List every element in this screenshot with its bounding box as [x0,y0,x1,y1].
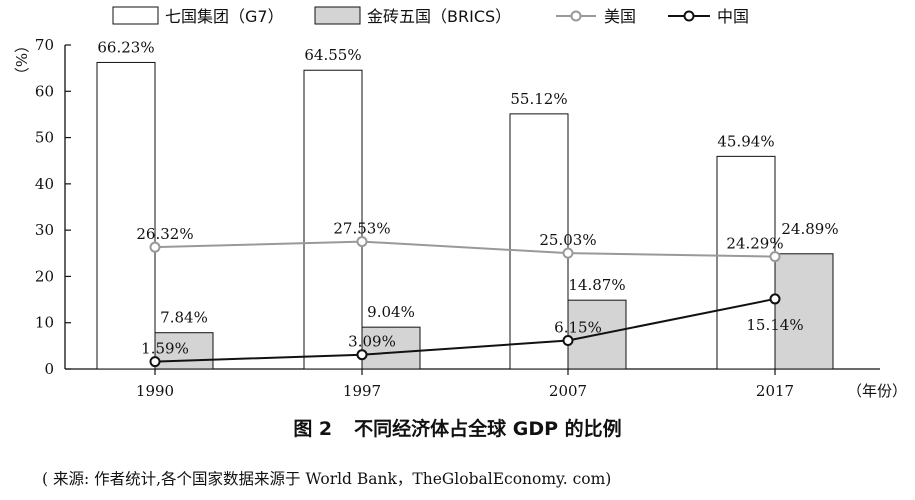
label-brics: 7.84% [160,309,208,327]
y-tick-label: 40 [35,175,54,193]
legend-swatch-brics [314,6,361,25]
y-tick-label: 60 [35,82,54,100]
x-tick-label: 1990 [136,382,174,400]
bar-g7 [303,69,363,370]
legend-label-china: 中国 [717,7,749,26]
bars [96,61,834,370]
y-tick-label: 70 [35,36,54,54]
label-usa: 24.29% [726,235,783,253]
y-axis-label: （%） [12,38,30,82]
legend: 七国集团（G7） 金砖五国（BRICS） 美国 中国 [112,6,749,26]
y-tick-label: 50 [35,129,54,147]
label-g7: 66.23% [97,38,154,56]
legend-label-usa: 美国 [604,7,636,26]
label-usa: 27.53% [333,220,390,238]
x-tick-label: 2007 [549,382,587,400]
legend-label-g7: 七国集团（G7） [165,7,284,26]
point-usa [562,247,574,259]
label-brics: 9.04% [367,303,415,321]
legend-marker-china [683,10,695,22]
point-china [769,293,781,305]
axes: 0 10 20 30 40 50 60 70 （%） 1990 1997 2007 2017 （年份） [12,36,907,400]
label-g7: 64.55% [304,46,361,64]
point-china [356,349,368,361]
point-usa [149,241,161,253]
line-usa [154,240,776,258]
point-china [562,335,574,347]
label-usa: 25.03% [539,231,596,249]
label-usa: 26.32% [136,225,193,243]
x-tick-label: 1997 [343,382,381,400]
legend-marker-usa [570,10,582,22]
y-tick-label: 0 [44,360,54,378]
line-china [154,297,776,363]
bar-brics [774,253,834,370]
label-china: 6.15% [554,319,602,337]
bar-brics [361,326,421,370]
label-g7: 45.94% [717,132,774,150]
label-china: 1.59% [141,340,189,358]
figure-title: 不同经济体占全球 GDP 的比例 [354,418,622,440]
y-tick-label: 10 [35,314,54,332]
point-usa [769,251,781,263]
bar-brics [154,332,214,370]
label-brics: 14.87% [568,276,625,294]
label-china: 3.09% [348,333,396,351]
x-axis-label: （年份） [847,382,907,400]
legend-swatch-g7 [112,6,159,25]
data-labels: 66.23% 64.55% 55.12% 45.94% 7.84% 9.04% 14.87%… [97,38,838,357]
y-tick-label: 20 [35,267,54,285]
y-tick-label: 30 [35,221,54,239]
point-usa [356,236,368,248]
legend-label-brics: 金砖五国（BRICS） [367,7,511,26]
figure-number: 图 2 [293,418,333,440]
chart: 七国集团（G7） 金砖五国（BRICS） 美国 中国 0 10 20 30 40 50 60 70 （… [12,6,907,400]
x-tick-label: 2017 [756,382,794,400]
figure-caption: 图 2 不同经济体占全球 GDP 的比例 [0,414,915,441]
point-china [149,356,161,368]
bar-g7 [716,155,776,370]
label-china: 15.14% [746,316,803,334]
label-g7: 55.12% [510,90,567,108]
lines [149,236,781,368]
label-brics: 24.89% [781,220,838,238]
bar-g7 [509,113,569,370]
source-note: ( 来源: 作者统计,各个国家数据来源于 World Bank，TheGloba… [42,470,612,488]
bar-g7 [96,61,156,370]
